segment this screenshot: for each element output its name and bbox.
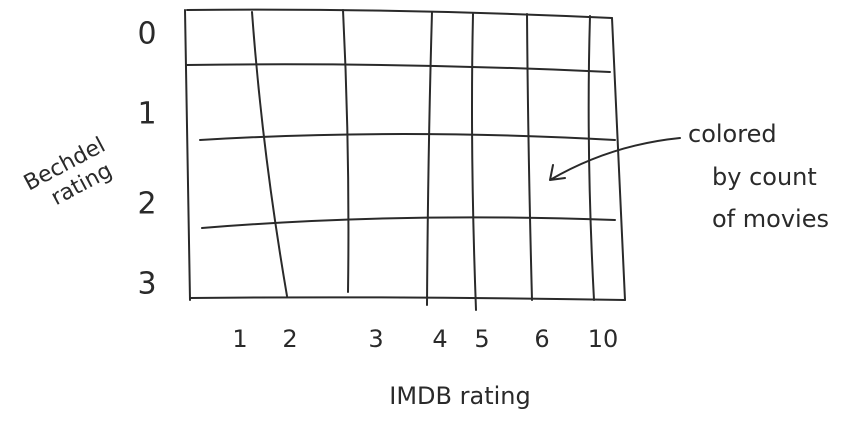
x-tick-label: 2 bbox=[282, 325, 297, 353]
y-tick-label: 2 bbox=[137, 187, 156, 222]
x-tick-label: 3 bbox=[368, 325, 383, 353]
x-axis-title: IMDB rating bbox=[389, 382, 530, 410]
grid-line bbox=[201, 216, 616, 229]
grid-line bbox=[185, 63, 611, 73]
x-tick-label: 4 bbox=[432, 325, 447, 353]
y-tick-label: 1 bbox=[137, 97, 156, 132]
grid-line bbox=[526, 13, 533, 301]
grid-border bbox=[184, 9, 191, 301]
heatmap-grid bbox=[184, 8, 626, 311]
grid-line bbox=[587, 15, 595, 301]
grid-line bbox=[199, 133, 616, 141]
grid-line bbox=[471, 13, 477, 311]
x-tick-label: 10 bbox=[588, 325, 619, 353]
y-tick-label: 0 bbox=[137, 17, 156, 52]
x-tick-label: 5 bbox=[474, 325, 489, 353]
y-tick-label: 3 bbox=[137, 267, 156, 302]
grid-border bbox=[186, 8, 613, 19]
annotation: by count bbox=[712, 163, 817, 191]
x-tick-label: 1 bbox=[232, 325, 247, 353]
annotation-arrow bbox=[549, 137, 681, 181]
grid-border bbox=[189, 296, 626, 301]
grid-line bbox=[342, 9, 350, 293]
annotation: colored bbox=[688, 120, 777, 148]
grid-line bbox=[251, 11, 288, 297]
annotation: of movies bbox=[712, 205, 829, 233]
x-tick-label: 6 bbox=[534, 325, 549, 353]
grid-line bbox=[426, 11, 433, 306]
grid-border bbox=[611, 17, 626, 301]
